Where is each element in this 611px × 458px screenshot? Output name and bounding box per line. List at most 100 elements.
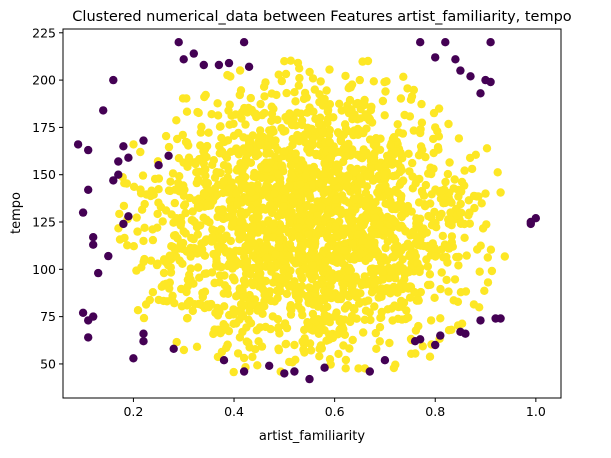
cluster-1-point (303, 123, 312, 132)
cluster-1-point (408, 158, 417, 168)
cluster-1-point (261, 78, 270, 87)
cluster-1-point (166, 263, 175, 272)
cluster-1-point (297, 116, 307, 125)
cluster-1-point (201, 171, 210, 180)
cluster-1-point (170, 198, 179, 208)
cluster-1-point (456, 208, 465, 217)
cluster-1-point (295, 205, 304, 214)
cluster-1-point (352, 314, 361, 323)
cluster-1-point (330, 312, 339, 321)
cluster-1-point (199, 213, 208, 222)
x-axis-label: artist_familiarity (259, 429, 365, 444)
cluster-1-point (139, 313, 149, 323)
cluster-0-point (416, 38, 425, 47)
cluster-0-point (496, 314, 505, 323)
cluster-1-point (247, 278, 256, 287)
cluster-1-point (429, 148, 438, 158)
cluster-1-point (286, 56, 295, 65)
cluster-1-point (405, 250, 414, 259)
cluster-1-point (409, 85, 418, 95)
cluster-1-point (450, 275, 460, 284)
cluster-1-point (334, 169, 343, 178)
cluster-1-point (424, 169, 433, 178)
cluster-1-point (389, 133, 399, 142)
cluster-1-point (265, 200, 275, 210)
cluster-1-point (248, 352, 257, 362)
cluster-1-point (247, 204, 256, 214)
cluster-1-point (260, 302, 269, 311)
cluster-1-point (423, 262, 432, 271)
cluster-1-point (367, 118, 377, 127)
cluster-1-point (405, 293, 415, 302)
cluster-1-point (187, 216, 196, 225)
cluster-1-point (300, 88, 310, 98)
cluster-1-point (192, 342, 202, 351)
cluster-0-point (109, 75, 118, 85)
cluster-1-point (308, 261, 317, 270)
cluster-1-point (341, 355, 351, 365)
cluster-1-point (252, 210, 261, 219)
cluster-1-point (222, 153, 232, 162)
cluster-1-point (310, 242, 319, 251)
cluster-1-point (390, 217, 400, 227)
cluster-1-point (445, 158, 454, 167)
cluster-1-point (213, 190, 222, 199)
cluster-0-point (365, 367, 374, 376)
cluster-0-point (320, 363, 329, 372)
cluster-1-point (172, 116, 181, 125)
cluster-1-point (285, 109, 294, 118)
cluster-1-point (222, 231, 231, 240)
cluster-1-point (357, 223, 366, 232)
cluster-1-point (389, 233, 398, 243)
y-tick-label: 100 (32, 262, 56, 277)
cluster-1-point (316, 341, 326, 350)
cluster-1-point (361, 256, 370, 266)
cluster-1-point (191, 196, 200, 205)
cluster-1-point (385, 338, 394, 348)
cluster-1-point (279, 202, 288, 211)
cluster-1-point (303, 318, 312, 327)
cluster-1-point (172, 337, 181, 347)
cluster-1-point (129, 242, 138, 251)
cluster-0-point (486, 38, 495, 47)
cluster-1-point (271, 136, 280, 145)
cluster-1-point (295, 137, 304, 146)
cluster-1-point (493, 168, 502, 177)
cluster-1-point (395, 260, 404, 270)
cluster-1-point (372, 344, 381, 353)
cluster-0-point (169, 344, 178, 353)
cluster-1-point (305, 217, 314, 227)
cluster-1-point (362, 213, 371, 223)
cluster-1-point (331, 195, 341, 204)
cluster-1-point (378, 275, 387, 284)
cluster-1-point (361, 188, 371, 198)
cluster-1-point (287, 171, 297, 181)
cluster-1-point (256, 99, 265, 109)
cluster-0-point (290, 367, 299, 376)
cluster-1-point (323, 105, 333, 115)
cluster-0-point (486, 77, 495, 87)
cluster-1-point (306, 346, 316, 355)
cluster-1-point (456, 199, 465, 209)
cluster-1-point (480, 286, 489, 295)
cluster-1-point (343, 126, 352, 136)
cluster-1-point (204, 303, 214, 312)
cluster-1-point (370, 149, 379, 158)
cluster-1-point (291, 149, 300, 158)
cluster-1-point (285, 282, 294, 291)
cluster-1-point (404, 267, 413, 277)
cluster-0-point (84, 145, 93, 155)
cluster-1-point (471, 150, 480, 159)
cluster-1-point (397, 296, 406, 306)
cluster-1-point (274, 70, 283, 79)
cluster-1-point (256, 126, 265, 135)
cluster-1-point (340, 330, 350, 339)
cluster-1-point (322, 86, 331, 95)
cluster-1-point (267, 89, 276, 98)
plot-frame (62, 28, 562, 399)
cluster-0-point (431, 340, 440, 350)
cluster-1-point (273, 293, 282, 303)
cluster-1-point (120, 233, 129, 243)
cluster-1-point (431, 123, 440, 132)
